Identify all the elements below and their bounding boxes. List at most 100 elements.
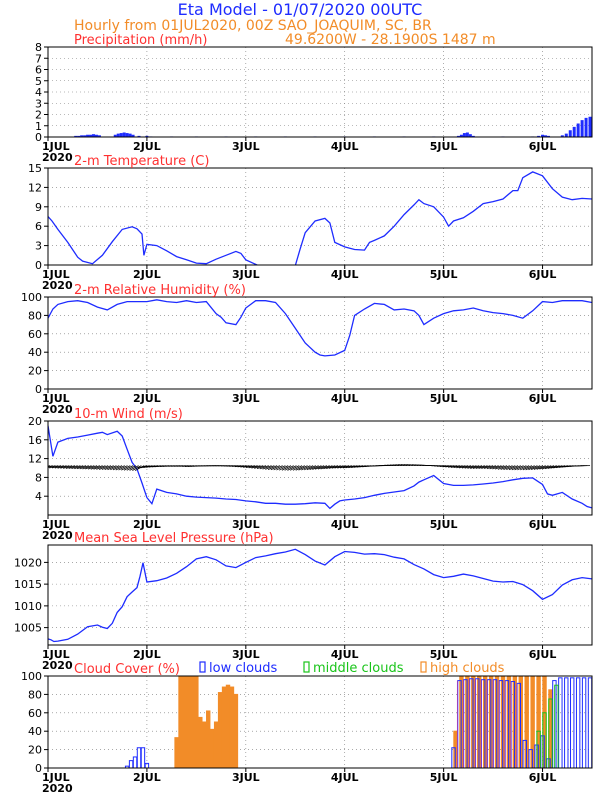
x-tick-label: 2JUL bbox=[133, 140, 161, 153]
wind-barb bbox=[140, 465, 150, 469]
y-tick-label: 100 bbox=[21, 291, 42, 304]
station-coords: 49.6200W - 28.1900S 1487 m bbox=[285, 32, 496, 48]
high-cloud-bar bbox=[217, 692, 223, 768]
wind-barb bbox=[351, 465, 361, 468]
x-tick-label: 6JUL bbox=[529, 140, 557, 153]
wind-barb bbox=[445, 465, 455, 468]
x-tick-label: 5JUL bbox=[430, 771, 458, 784]
plot-data bbox=[48, 548, 592, 643]
wind-barb bbox=[475, 465, 485, 469]
x-tick-label: 3JUL bbox=[232, 771, 260, 784]
wind-barb bbox=[547, 465, 557, 469]
high-cloud-bar bbox=[524, 676, 529, 768]
wind-barb bbox=[306, 465, 317, 471]
series-line bbox=[48, 425, 592, 510]
precip-bar bbox=[564, 133, 568, 137]
wind-barb bbox=[129, 465, 139, 471]
wind-barb bbox=[542, 465, 552, 470]
wind-barb bbox=[93, 465, 103, 470]
x-tick-label: 6JUL bbox=[529, 518, 557, 531]
x-tick-label: 4JUL bbox=[331, 392, 359, 405]
wind-barb bbox=[143, 465, 153, 468]
wind-barb bbox=[506, 465, 516, 471]
plot-data bbox=[74, 116, 592, 137]
x-tick-label: 3JUL bbox=[232, 648, 260, 661]
series-line bbox=[48, 171, 592, 265]
y-tick-label: 1010 bbox=[14, 600, 42, 613]
y-tick-label: 100 bbox=[21, 670, 42, 683]
x-tick-label: 1JUL bbox=[42, 392, 70, 405]
series-line bbox=[48, 299, 592, 357]
wind-barb bbox=[281, 465, 292, 471]
high-cloud-bar bbox=[194, 676, 199, 768]
legend-swatch bbox=[199, 661, 206, 673]
legend-label: low clouds bbox=[209, 661, 278, 676]
x-tick-label: 1JUL bbox=[42, 268, 70, 281]
wind-barb bbox=[292, 465, 303, 471]
wind-barb bbox=[511, 465, 521, 471]
wind-barb bbox=[79, 465, 89, 470]
wind-barb bbox=[461, 465, 472, 469]
y-tick-label: 8 bbox=[35, 471, 42, 484]
x-tick-label: 4JUL bbox=[331, 268, 359, 281]
wind-barb bbox=[478, 465, 488, 469]
panel-frame bbox=[47, 46, 593, 138]
middle-cloud-bar bbox=[554, 684, 559, 768]
y-tick-label: 1015 bbox=[14, 578, 42, 591]
high-cloud-bar bbox=[174, 737, 179, 768]
low-cloud-bar bbox=[575, 677, 581, 768]
wind-barb bbox=[503, 465, 513, 470]
y-tick-label: 7 bbox=[35, 52, 42, 65]
wind-barb bbox=[525, 465, 535, 471]
y-tick-label: 20 bbox=[28, 744, 42, 757]
wind-barb bbox=[483, 465, 494, 469]
high-cloud-bar bbox=[530, 676, 535, 768]
precip-bar bbox=[77, 135, 81, 137]
y-tick-label: 3 bbox=[35, 240, 42, 253]
wind-barb bbox=[118, 465, 128, 471]
wind-barb bbox=[486, 465, 496, 470]
y-tick-label: 2 bbox=[35, 109, 42, 122]
y-tick-label: 0 bbox=[35, 383, 42, 396]
x-tick-label: 6JUL bbox=[529, 771, 557, 784]
panel-title: Mean Sea Level Pressure (hPa) bbox=[74, 531, 274, 546]
high-cloud-bar bbox=[198, 716, 203, 768]
y-tick-label: 12 bbox=[28, 453, 42, 466]
wind-barb bbox=[278, 465, 289, 471]
wind-barb bbox=[536, 465, 546, 470]
precip-bar bbox=[456, 135, 460, 137]
panel-frame bbox=[47, 296, 593, 390]
x-tick-label: 2JUL bbox=[133, 392, 161, 405]
high-cloud-bar bbox=[186, 676, 191, 768]
wind-barb bbox=[254, 465, 264, 469]
wind-barb bbox=[553, 465, 563, 469]
high-cloud-bar bbox=[178, 676, 183, 768]
x-tick-label: 6JUL bbox=[529, 392, 557, 405]
wind-barb bbox=[348, 465, 358, 469]
wind-barb bbox=[326, 465, 336, 469]
low-cloud-bar bbox=[136, 747, 142, 768]
wind-barb bbox=[334, 465, 344, 469]
wind-barb bbox=[500, 465, 510, 470]
wind-barb bbox=[65, 465, 76, 469]
x-year-label: 2020 bbox=[42, 279, 73, 292]
wind-barb bbox=[112, 465, 123, 471]
main-title: Eta Model - 01/07/2020 00UTC bbox=[178, 0, 423, 19]
precip-bar bbox=[145, 135, 149, 137]
wind-barb bbox=[132, 465, 142, 471]
wind-barb bbox=[312, 465, 322, 470]
wind-barbs bbox=[48, 464, 591, 471]
high-cloud-bar bbox=[213, 721, 219, 768]
x-tick-label: 5JUL bbox=[430, 518, 458, 531]
x-tick-label: 6JUL bbox=[529, 268, 557, 281]
x-tick-label: 1JUL bbox=[42, 648, 70, 661]
precip-bar bbox=[94, 134, 98, 137]
high-cloud-bar bbox=[548, 689, 553, 768]
y-tick-label: 9 bbox=[35, 201, 42, 214]
y-tick-label: 0 bbox=[35, 131, 42, 144]
wind-barb bbox=[243, 465, 253, 468]
x-tick-label: 5JUL bbox=[430, 268, 458, 281]
precip-bar bbox=[74, 135, 78, 137]
x-year-label: 2020 bbox=[42, 529, 73, 542]
wind-barb bbox=[320, 465, 330, 470]
